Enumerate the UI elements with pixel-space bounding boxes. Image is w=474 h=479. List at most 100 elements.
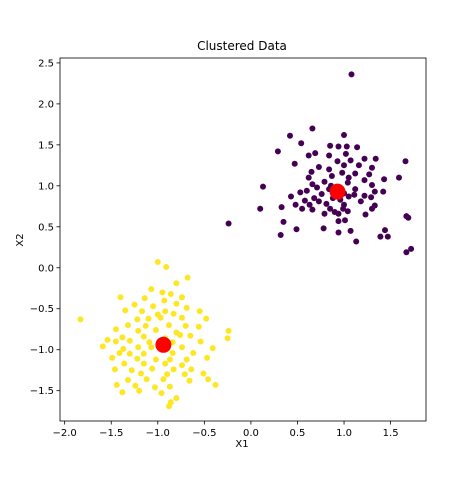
y-tick-label: −1.0 bbox=[30, 345, 54, 356]
data-point bbox=[141, 295, 148, 302]
data-point bbox=[166, 356, 173, 363]
data-point bbox=[117, 294, 124, 301]
data-point bbox=[140, 350, 147, 357]
data-point bbox=[339, 169, 346, 176]
data-point bbox=[320, 225, 327, 232]
data-point bbox=[335, 218, 342, 225]
data-point bbox=[205, 376, 212, 383]
data-point bbox=[274, 148, 281, 155]
data-point bbox=[354, 144, 361, 151]
data-point bbox=[148, 344, 155, 351]
data-point bbox=[287, 132, 293, 139]
data-point bbox=[212, 381, 219, 388]
data-point bbox=[327, 142, 334, 149]
data-point bbox=[309, 181, 316, 188]
data-point bbox=[305, 174, 312, 181]
data-point bbox=[158, 390, 165, 397]
data-point bbox=[166, 403, 172, 410]
x-tick-label: −1.0 bbox=[146, 428, 170, 439]
data-point bbox=[204, 354, 211, 361]
data-point bbox=[173, 280, 180, 287]
data-point bbox=[345, 174, 352, 181]
data-point bbox=[135, 344, 142, 351]
x-tick-label: 1.0 bbox=[336, 428, 352, 439]
data-point bbox=[277, 232, 284, 238]
data-point bbox=[361, 177, 368, 184]
data-point bbox=[126, 337, 133, 344]
data-point bbox=[119, 334, 126, 341]
data-point bbox=[203, 315, 210, 322]
data-point bbox=[314, 184, 320, 191]
data-point bbox=[371, 188, 378, 195]
data-point bbox=[161, 297, 168, 304]
data-point bbox=[342, 150, 349, 157]
data-point bbox=[160, 376, 167, 383]
data-point bbox=[209, 345, 216, 352]
data-point bbox=[120, 345, 127, 352]
data-point bbox=[140, 333, 147, 340]
data-point bbox=[177, 332, 184, 338]
data-point bbox=[225, 220, 232, 227]
data-point bbox=[148, 286, 155, 293]
data-point bbox=[328, 173, 335, 179]
data-point bbox=[112, 326, 119, 333]
data-point bbox=[122, 307, 129, 314]
data-point bbox=[119, 389, 126, 396]
data-point bbox=[154, 259, 161, 265]
data-point bbox=[382, 227, 388, 234]
data-point bbox=[344, 208, 351, 215]
data-point bbox=[260, 183, 266, 190]
data-point bbox=[335, 210, 342, 217]
data-point bbox=[326, 166, 333, 173]
centroid-marker bbox=[329, 183, 346, 200]
data-point bbox=[224, 335, 231, 342]
data-point bbox=[143, 376, 150, 383]
data-point bbox=[163, 264, 170, 270]
data-point bbox=[134, 355, 141, 362]
y-tick-label: 0.0 bbox=[38, 263, 54, 274]
data-point bbox=[128, 367, 135, 374]
data-point bbox=[396, 174, 402, 181]
data-point bbox=[142, 322, 149, 329]
data-point bbox=[146, 339, 153, 346]
data-point bbox=[318, 191, 325, 197]
data-point bbox=[136, 387, 143, 394]
data-point bbox=[381, 176, 388, 183]
data-point bbox=[384, 233, 391, 240]
plot-frame bbox=[59, 57, 427, 422]
data-point bbox=[278, 204, 285, 211]
y-tick-label: 0.5 bbox=[38, 222, 54, 233]
data-point bbox=[150, 303, 157, 310]
data-point bbox=[145, 315, 152, 322]
data-point bbox=[225, 327, 232, 334]
data-point bbox=[152, 384, 158, 391]
x-tick-label: −1.5 bbox=[99, 428, 123, 439]
data-point bbox=[361, 155, 368, 162]
data-point bbox=[179, 294, 185, 301]
x-tick-label: 0.5 bbox=[290, 428, 306, 439]
data-point bbox=[257, 205, 264, 212]
data-point bbox=[335, 143, 342, 150]
data-point bbox=[305, 152, 312, 159]
y-tick-label: 2.0 bbox=[38, 99, 54, 110]
points-layer bbox=[77, 71, 415, 410]
y-tick-label: 1.5 bbox=[38, 140, 54, 151]
data-point bbox=[348, 71, 355, 78]
data-point bbox=[170, 366, 177, 373]
data-point bbox=[179, 314, 185, 321]
data-point bbox=[299, 205, 306, 212]
data-point bbox=[162, 360, 169, 367]
y-tick-label: 1.0 bbox=[38, 181, 54, 192]
data-point bbox=[352, 170, 359, 177]
data-point bbox=[109, 354, 116, 361]
data-point bbox=[135, 327, 142, 334]
data-point bbox=[179, 344, 185, 351]
data-point bbox=[197, 338, 204, 345]
data-point bbox=[183, 304, 190, 311]
data-point bbox=[344, 179, 351, 186]
data-point bbox=[308, 168, 315, 175]
data-point bbox=[323, 200, 330, 207]
data-point bbox=[140, 360, 147, 367]
data-point bbox=[184, 274, 191, 281]
